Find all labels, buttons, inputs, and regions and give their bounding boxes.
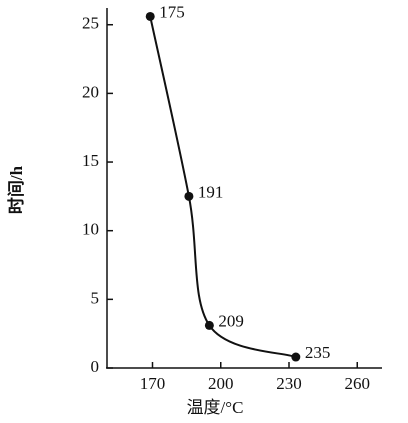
point — [204, 320, 214, 330]
x-tick-label: 230 — [276, 374, 302, 393]
y-tick-label: 0 — [91, 357, 100, 376]
y-tick-label: 20 — [82, 82, 99, 101]
y-tick-label: 5 — [91, 288, 100, 307]
point-label: 209 — [218, 311, 244, 330]
point — [291, 352, 301, 362]
point-label: 235 — [305, 343, 331, 362]
point-label: 191 — [198, 182, 224, 201]
point-label: 175 — [159, 2, 185, 21]
x-tick-label: 170 — [140, 374, 166, 393]
x-axis-label: 温度/°C — [187, 398, 244, 417]
point — [184, 191, 194, 201]
curve — [149, 16, 297, 358]
x-tick-label: 260 — [345, 374, 371, 393]
x-tick-label: 200 — [208, 374, 234, 393]
y-tick-label: 15 — [82, 151, 99, 170]
y-axis-label: 时间/h — [6, 165, 26, 214]
y-tick-label: 10 — [82, 220, 99, 239]
point — [145, 11, 155, 21]
y-tick-label: 25 — [82, 14, 99, 33]
